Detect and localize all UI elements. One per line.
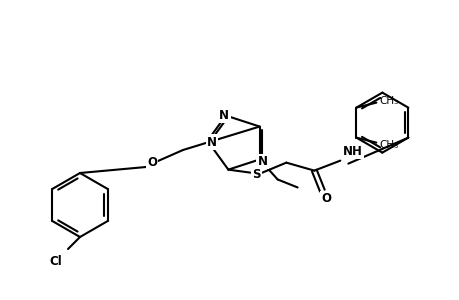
Text: N: N <box>207 136 217 148</box>
Text: S: S <box>252 168 260 181</box>
Text: N: N <box>257 155 267 168</box>
Text: CH₃: CH₃ <box>379 140 398 150</box>
Text: N: N <box>219 109 229 122</box>
Text: O: O <box>321 192 330 205</box>
Text: O: O <box>147 157 157 169</box>
Text: Cl: Cl <box>49 255 62 268</box>
Text: NH: NH <box>342 145 363 158</box>
Text: CH₃: CH₃ <box>379 96 398 106</box>
